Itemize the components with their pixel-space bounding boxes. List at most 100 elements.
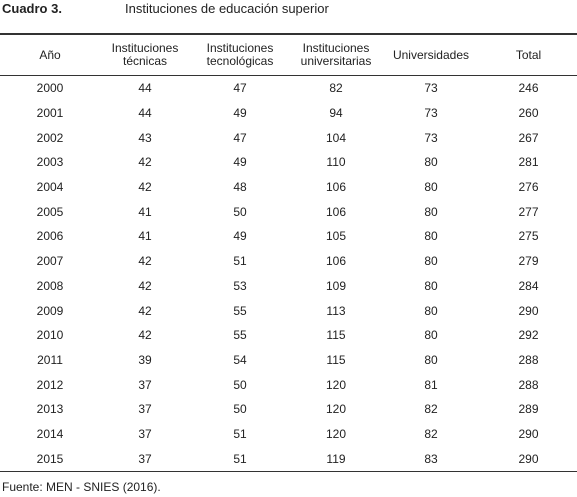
table-cell: 37 [138, 451, 152, 466]
table-cell: 2002 [36, 130, 64, 145]
table-cell: 2015 [36, 451, 64, 466]
table-cell: 49 [233, 229, 247, 244]
table-cell: 94 [329, 106, 343, 121]
table-row: 2008 42 53 109 80 284 [0, 274, 577, 299]
table-cell: 42 [138, 180, 152, 195]
caption-label: Cuadro 3. [2, 1, 62, 16]
table-cell: 42 [138, 303, 152, 318]
table-cell: 51 [233, 451, 247, 466]
table-cell: 81 [424, 377, 438, 392]
table-cell: 2008 [36, 278, 64, 293]
table-cell: 120 [325, 377, 347, 392]
table-cell: 2005 [36, 204, 64, 219]
table-cell: 44 [138, 106, 152, 121]
table-cell: 120 [325, 402, 347, 417]
table-cell: 80 [424, 204, 438, 219]
table-cell: 42 [138, 155, 152, 170]
table-cell: 115 [326, 352, 346, 367]
table-cell: 109 [325, 278, 347, 293]
table-cell: 288 [518, 377, 539, 392]
table-row: 2006 41 49 105 80 275 [0, 224, 577, 249]
table-cell: 106 [325, 180, 347, 195]
caption-title: Instituciones de educación superior [125, 1, 329, 16]
table-cell: 80 [424, 352, 438, 367]
table-cell: 105 [325, 229, 347, 244]
column-header: Año [39, 47, 61, 62]
table-cell: 2004 [36, 180, 64, 195]
table: Año Instituciones técnicas Instituciones t… [0, 33, 577, 472]
table-row: 2005 41 50 106 80 277 [0, 199, 577, 224]
table-cell: 120 [325, 426, 347, 441]
table-cell: 53 [233, 278, 247, 293]
table-cell: 290 [518, 451, 539, 466]
table-row: 2010 42 55 115 80 292 [0, 323, 577, 348]
table-cell: 82 [329, 81, 343, 96]
table-cell: 106 [325, 204, 347, 219]
table-cell: 113 [326, 303, 346, 318]
table-cell: 43 [138, 130, 152, 145]
table-cell: 275 [518, 229, 539, 244]
table-cell: 267 [518, 130, 539, 145]
table-cell: 292 [518, 328, 539, 343]
table-cell: 42 [138, 278, 152, 293]
table-cell: 106 [325, 254, 347, 269]
table-cell: 80 [424, 278, 438, 293]
table-cell: 276 [518, 180, 539, 195]
table-cell: 37 [138, 402, 152, 417]
table-cell: 246 [518, 81, 539, 96]
header-row: Año Instituciones técnicas Instituciones t… [0, 35, 577, 76]
table-cell: 2009 [36, 303, 64, 318]
table-cell: 290 [518, 426, 539, 441]
table-cell: 119 [326, 451, 346, 466]
table-row: 2004 42 48 106 80 276 [0, 175, 577, 200]
table-cell: 42 [138, 254, 152, 269]
table-cell: 115 [326, 328, 346, 343]
column-header: Total [515, 47, 542, 62]
table-cell: 2010 [36, 328, 64, 343]
table-cell: 37 [138, 377, 152, 392]
table-cell: 82 [424, 426, 438, 441]
table-row: 2013 37 50 120 82 289 [0, 397, 577, 422]
table-row: 2015 37 51 119 83 290 [0, 446, 577, 471]
table-cell: 80 [424, 328, 438, 343]
table-cell: 82 [424, 402, 438, 417]
table-cell: 42 [138, 328, 152, 343]
table-row: 2002 43 47 104 73 267 [0, 125, 577, 150]
table-cell: 80 [424, 155, 438, 170]
table-cell: 2007 [36, 254, 64, 269]
table-cell: 289 [518, 402, 539, 417]
table-cell: 50 [233, 204, 247, 219]
table-cell: 260 [518, 106, 539, 121]
table-cell: 41 [138, 229, 152, 244]
table-cell: 80 [424, 229, 438, 244]
table-cell: 55 [233, 303, 247, 318]
table-cell: 39 [138, 352, 152, 367]
table-cell: 281 [518, 155, 539, 170]
table-cell: 54 [233, 352, 247, 367]
table-cell: 2013 [36, 402, 64, 417]
table-row: 2012 37 50 120 81 288 [0, 372, 577, 397]
table-row: 2014 37 51 120 82 290 [0, 422, 577, 447]
table-cell: 37 [138, 426, 152, 441]
table-row: 2009 42 55 113 80 290 [0, 298, 577, 323]
table-cell: 2003 [36, 155, 64, 170]
column-header: Instituciones tecnológicas [206, 41, 274, 68]
table-row: 2007 42 51 106 80 279 [0, 249, 577, 274]
table-cell: 83 [424, 451, 438, 466]
table-cell: 51 [233, 254, 247, 269]
table-cell: 55 [233, 328, 247, 343]
table-cell: 80 [424, 254, 438, 269]
table-cell: 50 [233, 402, 247, 417]
table-cell: 2011 [37, 352, 63, 367]
table-cell: 288 [518, 352, 539, 367]
column-header: Instituciones universitarias [300, 41, 372, 68]
table-cell: 279 [518, 254, 539, 269]
table-cell: 2006 [36, 229, 64, 244]
column-header: Universidades [392, 47, 470, 62]
column-header: Instituciones técnicas [111, 41, 179, 68]
table-cell: 47 [233, 130, 247, 145]
table-cell: 47 [233, 81, 247, 96]
table-cell: 104 [325, 130, 347, 145]
table-cell: 80 [424, 303, 438, 318]
